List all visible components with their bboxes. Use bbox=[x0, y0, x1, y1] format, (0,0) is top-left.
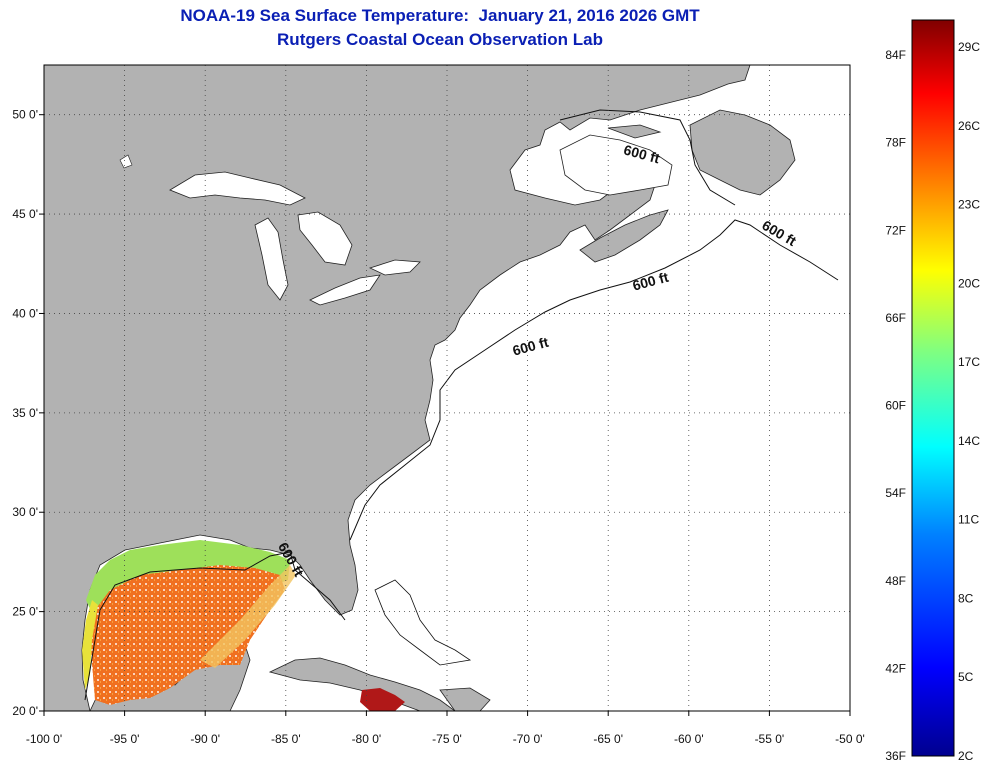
latitude-tick-label: 35 0' bbox=[12, 406, 38, 420]
hispaniola-land bbox=[439, 687, 491, 711]
longitude-tick-label: -65 0' bbox=[593, 732, 623, 746]
sst-florida-strip bbox=[200, 565, 296, 668]
latitude-tick-label: 30 0' bbox=[12, 505, 38, 519]
map-title: NOAA-19 Sea Surface Temperature: January… bbox=[0, 4, 880, 52]
bahamas-banks bbox=[374, 579, 472, 666]
lake-huron bbox=[297, 211, 353, 266]
colorbar-celsius-label: 29C bbox=[958, 40, 980, 54]
colorbar-fahrenheit-label: 60F bbox=[885, 399, 906, 413]
hudson-inlet bbox=[119, 154, 133, 169]
colorbar-celsius-label: 17C bbox=[958, 355, 980, 369]
longitude-tick-label: -50 0' bbox=[835, 732, 865, 746]
isobath-600ft bbox=[84, 219, 839, 701]
longitude-tick-label: -90 0' bbox=[190, 732, 220, 746]
north-america-land bbox=[44, 65, 751, 711]
colorbar-celsius-label: 26C bbox=[958, 119, 980, 133]
colorbar-fahrenheit-label: 42F bbox=[885, 661, 906, 675]
latitude-tick-label: 25 0' bbox=[12, 605, 38, 619]
colorbar-celsius-label: 20C bbox=[958, 276, 980, 290]
longitude-tick-label: -75 0' bbox=[432, 732, 462, 746]
latitude-tick-label: 45 0' bbox=[12, 207, 38, 221]
colorbar-fahrenheit-label: 48F bbox=[885, 574, 906, 588]
title-line-2: Rutgers Coastal Ocean Observation Lab bbox=[277, 30, 603, 49]
colorbar-fahrenheit-label: 54F bbox=[885, 486, 906, 500]
nova-scotia-land bbox=[579, 209, 669, 263]
colorbar-fahrenheit-labels: 84F 78F 72F 66F 60F 54F 48F 42F 36F bbox=[885, 48, 906, 763]
colorbar-fahrenheit-label: 36F bbox=[885, 749, 906, 763]
longitude-tick-label: -80 0' bbox=[352, 732, 382, 746]
anticosti-island bbox=[607, 124, 662, 139]
colorbar-celsius-label: 14C bbox=[958, 434, 980, 448]
sst-gulf-coastal-yellow bbox=[82, 600, 98, 690]
longitude-tick-label: -60 0' bbox=[674, 732, 704, 746]
isobath-600ft-north bbox=[559, 109, 736, 206]
longitude-tick-label: -70 0' bbox=[513, 732, 543, 746]
colorbar-fahrenheit-label: 84F bbox=[885, 48, 906, 62]
longitude-tick-label: -100 0' bbox=[26, 732, 62, 746]
gulf-st-lawrence bbox=[559, 134, 673, 196]
lake-superior bbox=[169, 171, 306, 206]
latitude-ticks: 20 0' 25 0' 30 0' 35 0' 40 0' 45 0' 50 0' bbox=[12, 108, 44, 718]
lake-ontario bbox=[368, 259, 421, 276]
latitude-tick-label: 20 0' bbox=[12, 704, 38, 718]
colorbar-fahrenheit-label: 72F bbox=[885, 223, 906, 237]
title-line-1: NOAA-19 Sea Surface Temperature: January… bbox=[180, 6, 700, 25]
lake-erie bbox=[309, 274, 381, 306]
longitude-tick-label: -95 0' bbox=[110, 732, 140, 746]
colorbar-celsius-label: 8C bbox=[958, 591, 974, 605]
longitude-ticks: -100 0' -95 0' -90 0' -85 0' -80 0' -75 0' -70… bbox=[26, 711, 865, 746]
colorbar-celsius-labels: 29C 26C 23C 20C 17C 14C 11C 8C 5C 2C bbox=[958, 40, 980, 763]
lake-michigan bbox=[254, 217, 289, 301]
cuba-land bbox=[268, 657, 456, 711]
longitude-tick-label: -55 0' bbox=[755, 732, 785, 746]
longitude-tick-label: -85 0' bbox=[271, 732, 301, 746]
colorbar-celsius-label: 2C bbox=[958, 749, 974, 763]
latitude-tick-label: 50 0' bbox=[12, 108, 38, 122]
sst-gulf-warm bbox=[90, 565, 285, 705]
colorbar-celsius-label: 5C bbox=[958, 670, 974, 684]
colorbar bbox=[911, 19, 955, 757]
colorbar-fahrenheit-label: 78F bbox=[885, 136, 906, 150]
colorbar-celsius-label: 23C bbox=[958, 198, 980, 212]
colorbar-fahrenheit-label: 66F bbox=[885, 311, 906, 325]
colorbar-celsius-label: 11C bbox=[958, 513, 979, 527]
sst-caribbean-hot bbox=[360, 688, 405, 711]
latitude-tick-label: 40 0' bbox=[12, 306, 38, 320]
